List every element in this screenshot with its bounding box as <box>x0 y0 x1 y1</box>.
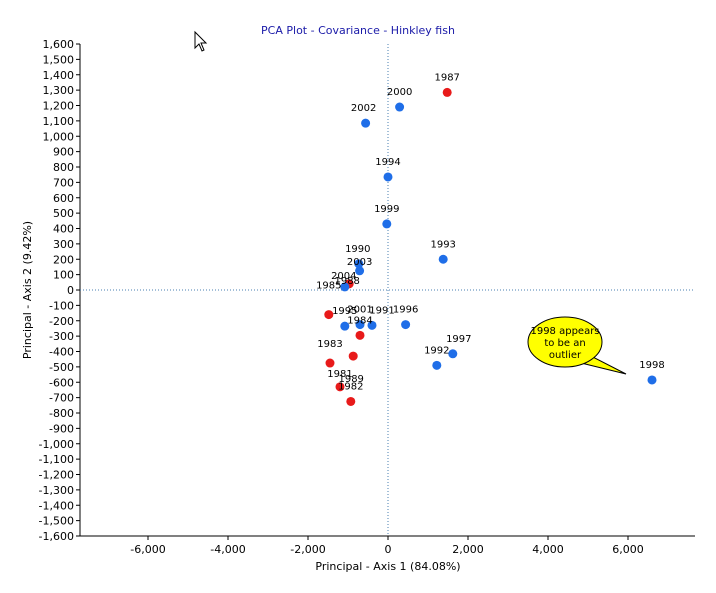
point-label: 1993 <box>430 239 455 250</box>
y-tick-label: -500 <box>49 361 74 374</box>
y-tick-label: 500 <box>53 207 74 220</box>
data-point[interactable] <box>395 102 405 112</box>
data-point[interactable] <box>448 349 458 359</box>
y-tick-label: 1,300 <box>43 84 75 97</box>
data-point[interactable] <box>401 320 411 330</box>
y-tick-label: 100 <box>53 269 74 282</box>
point-label: 1992 <box>424 345 449 356</box>
y-tick-label: -1,200 <box>39 469 74 482</box>
point-label: 1998 <box>639 360 664 371</box>
chart-title: PCA Plot - Covariance - Hinkley fish <box>261 24 455 37</box>
data-point[interactable] <box>382 219 392 229</box>
x-tick-label: 4,000 <box>532 543 564 556</box>
outlier-callout: 1998 appears to be an outlier <box>527 316 627 375</box>
y-tick-label: -600 <box>49 376 74 389</box>
data-point[interactable] <box>432 360 442 370</box>
y-tick-label: -900 <box>49 422 74 435</box>
y-tick-label: 900 <box>53 146 74 159</box>
x-tick-label: 6,000 <box>612 543 644 556</box>
y-tick-label: -1,600 <box>39 530 74 543</box>
point-label: 1991 <box>369 305 394 316</box>
point-label: 2004 <box>331 271 356 282</box>
x-tick-label: 2,000 <box>452 543 484 556</box>
point-label: 2002 <box>351 103 376 114</box>
point-label: 1988 <box>334 276 359 287</box>
data-point[interactable] <box>324 310 334 320</box>
data-point[interactable] <box>361 118 371 128</box>
callout-text: 1998 appears to be an outlier <box>530 326 599 361</box>
x-tick-label: -4,000 <box>210 543 245 556</box>
y-tick-label: -800 <box>49 407 74 420</box>
y-axis-title: Principal - Axis 2 (9.42%) <box>21 221 34 359</box>
data-point[interactable] <box>355 320 365 330</box>
y-tick-label: -700 <box>49 392 74 405</box>
point-label: 1999 <box>374 204 399 215</box>
callout-bubble <box>527 316 603 368</box>
mouse-pointer-icon <box>194 30 208 52</box>
data-point[interactable] <box>367 320 377 330</box>
y-tick-label: 200 <box>53 253 74 266</box>
point-label: 2001 <box>347 305 372 316</box>
data-point[interactable] <box>355 330 365 340</box>
y-tick-label: -300 <box>49 330 74 343</box>
y-tick-label: 1,500 <box>43 53 75 66</box>
point-label: 1994 <box>375 157 400 168</box>
point-label: 1984 <box>347 315 372 326</box>
y-tick-label: 1,200 <box>43 100 75 113</box>
data-point[interactable] <box>354 259 364 269</box>
point-label: 1981 <box>327 369 352 380</box>
y-tick-label: 400 <box>53 223 74 236</box>
y-tick-label: 1,100 <box>43 115 75 128</box>
x-tick-label: 0 <box>385 543 392 556</box>
callout-line: to be an <box>544 338 585 349</box>
point-label: 1997 <box>446 334 471 345</box>
y-tick-label: 1,600 <box>43 38 75 51</box>
callout-line: outlier <box>549 350 582 361</box>
callout-line: 1998 appears <box>530 326 599 337</box>
y-tick-label: -100 <box>49 299 74 312</box>
point-label: 1987 <box>434 72 459 83</box>
y-tick-label: 1,400 <box>43 69 75 82</box>
x-axis-title: Principal - Axis 1 (84.08%) <box>315 560 460 573</box>
data-point[interactable] <box>355 266 365 276</box>
y-tick-label: -1,500 <box>39 515 74 528</box>
x-tick-label: -6,000 <box>130 543 165 556</box>
y-tick-label: 300 <box>53 238 74 251</box>
point-label: 1995 <box>332 306 357 317</box>
y-tick-label: 0 <box>67 284 74 297</box>
cursor-arrow <box>194 30 208 52</box>
data-point[interactable] <box>340 282 350 292</box>
y-tick-label: 1,000 <box>43 130 75 143</box>
point-label: 1989 <box>338 374 363 385</box>
y-tick-label: -1,000 <box>39 438 74 451</box>
data-point[interactable] <box>340 321 350 331</box>
point-label: 1982 <box>338 381 363 392</box>
y-tick-label: 600 <box>53 192 74 205</box>
y-tick-label: -400 <box>49 346 74 359</box>
data-point[interactable] <box>438 254 448 264</box>
y-tick-label: -1,300 <box>39 484 74 497</box>
x-tick-label: -2,000 <box>290 543 325 556</box>
y-tick-label: 700 <box>53 176 74 189</box>
data-point[interactable] <box>325 358 335 368</box>
data-point[interactable] <box>383 172 393 182</box>
point-label: 1990 <box>345 244 370 255</box>
y-tick-label: -1,100 <box>39 453 74 466</box>
data-point[interactable] <box>348 351 358 361</box>
data-point[interactable] <box>442 87 452 97</box>
point-label: 2003 <box>347 257 372 268</box>
data-point[interactable] <box>346 396 356 406</box>
callout-seam <box>577 356 591 364</box>
data-point[interactable] <box>647 375 657 385</box>
point-label: 2000 <box>387 87 412 98</box>
point-label: 1996 <box>393 305 418 316</box>
y-tick-label: 800 <box>53 161 74 174</box>
point-label: 1983 <box>317 339 342 350</box>
y-tick-label: -200 <box>49 315 74 328</box>
point-label: 1985 <box>316 281 341 292</box>
data-point[interactable] <box>335 382 345 392</box>
y-tick-label: -1,400 <box>39 499 74 512</box>
